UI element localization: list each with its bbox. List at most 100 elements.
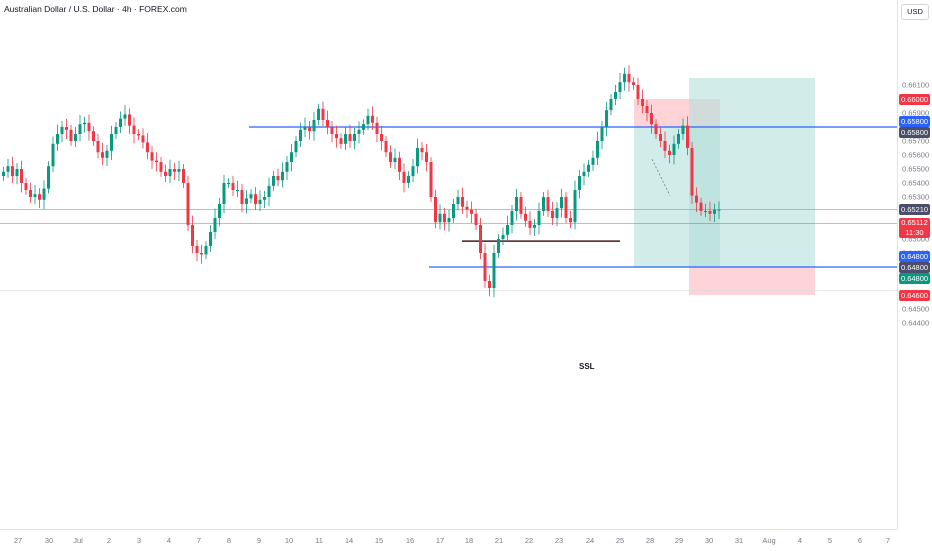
candle-body: [483, 253, 487, 281]
candle-body: [506, 225, 509, 235]
candle-body: [24, 183, 28, 190]
candle-body: [695, 195, 698, 203]
candle-body: [519, 197, 523, 214]
candle-body: [407, 176, 410, 183]
candle-body: [33, 194, 37, 197]
candle-body: [254, 194, 257, 204]
candle-body: [614, 92, 617, 99]
time-axis-label: Jul: [73, 536, 83, 545]
candle-body: [137, 134, 140, 136]
candle-body: [672, 143, 676, 155]
candle-body: [263, 197, 266, 200]
candle-body: [56, 134, 59, 144]
candle-body: [443, 213, 446, 223]
candle-body: [636, 85, 640, 99]
candle-body: [501, 234, 505, 239]
candle-body: [708, 211, 712, 214]
price-tag-stop: 0.66000: [899, 93, 930, 105]
time-axis-label: 9: [256, 536, 262, 545]
candle-body: [528, 220, 532, 228]
price-tag-key: 0.65800: [899, 116, 930, 127]
price-tag-entry: 0.64800: [899, 261, 930, 273]
candle-body: [686, 125, 689, 148]
candle-body: [218, 204, 221, 218]
candle-body: [623, 73, 626, 83]
short-position-stop-zone: [689, 267, 815, 295]
candle-body: [578, 176, 581, 190]
candle-body: [326, 120, 329, 127]
price-tag-stop: 0.64600: [899, 289, 930, 301]
candle-body: [15, 169, 19, 176]
candle-body: [569, 218, 572, 223]
candle-body: [272, 176, 275, 186]
candle-body: [60, 127, 64, 134]
candle-body: [204, 246, 208, 255]
short-position-target-zone: [689, 78, 815, 267]
candle-body: [546, 197, 550, 211]
candle-body: [677, 134, 680, 144]
candle-body: [128, 114, 131, 126]
candle-body: [465, 206, 469, 210]
candle-body: [659, 134, 662, 141]
time-axis-label: 31: [734, 536, 744, 545]
candle-body: [141, 135, 145, 143]
candle-body: [281, 171, 284, 181]
candle-body: [245, 198, 248, 204]
candle-body: [551, 211, 554, 218]
price-axis-label: 0.65300: [902, 192, 930, 202]
candle-body: [150, 152, 154, 161]
candle-body: [74, 134, 77, 141]
price-axis-label: 0.65000: [902, 234, 930, 244]
candle-body: [699, 202, 703, 211]
candle-body: [236, 190, 239, 191]
candle-body: [717, 209, 721, 211]
candle-body: [533, 225, 536, 228]
candle-body: [362, 124, 365, 130]
candle-body: [330, 127, 334, 134]
chart-canvas[interactable]: [0, 0, 897, 529]
candle-body: [452, 204, 455, 218]
time-axis-label: 4: [166, 536, 172, 545]
candle-body: [596, 141, 599, 158]
candle-body: [389, 152, 392, 162]
candle-body: [393, 157, 397, 162]
candle-body: [132, 125, 136, 134]
candle-body: [312, 120, 316, 132]
candle-body: [380, 134, 383, 141]
candle-body: [353, 134, 356, 141]
currency-button[interactable]: USD: [901, 4, 929, 20]
candle-body: [285, 162, 289, 172]
candle-body: [600, 127, 604, 141]
candle-body: [173, 169, 176, 172]
candle-body: [488, 281, 491, 288]
candle-body: [29, 190, 32, 197]
candle-body: [618, 82, 622, 92]
candle-body: [258, 199, 262, 204]
candle-body: [416, 148, 419, 167]
candle-body: [294, 141, 298, 153]
candle-body: [249, 194, 253, 199]
candle-body: [479, 225, 482, 253]
candle-body: [425, 152, 428, 162]
price-axis[interactable]: USD 0.66100 0.65900 0.65700 0.65600 0.65500 0…: [897, 0, 932, 529]
candle-body: [429, 162, 433, 197]
candle-body: [308, 127, 311, 132]
candle-body: [317, 108, 320, 120]
candle-body: [398, 157, 401, 172]
candle-body: [524, 213, 527, 221]
candle-body: [560, 197, 563, 209]
time-axis-label: 30: [704, 536, 714, 545]
time-axis-label: Aug: [762, 536, 776, 545]
candle-body: [650, 113, 653, 125]
candle-body: [119, 118, 122, 127]
candle-body: [96, 141, 100, 153]
candle-body: [510, 211, 514, 225]
candle-body: [11, 166, 14, 176]
candle-body: [515, 197, 518, 211]
chart-area[interactable]: Australian Dollar / U.S. Dollar · 4h · F…: [0, 0, 897, 529]
time-axis[interactable]: 27 30 Jul 2 3 4 7 8 9 10 11 14 15 16 17 18 21 22 23 24 25 28 2…: [0, 529, 897, 551]
candle-body: [591, 157, 595, 165]
candle-body: [335, 134, 338, 139]
price-axis-label: 0.65600: [902, 150, 930, 160]
candle-body: [344, 134, 347, 144]
